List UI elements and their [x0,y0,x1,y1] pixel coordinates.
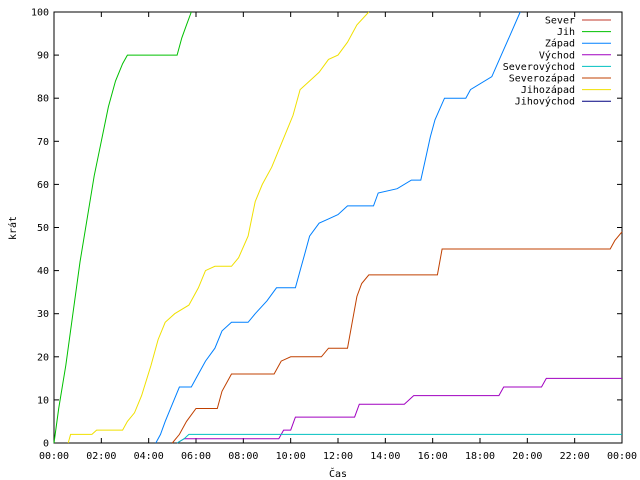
legend-label: Východ [539,49,575,61]
y-tick-label: 60 [37,180,49,191]
x-tick-label: 06:00 [181,451,211,462]
y-tick-label: 20 [37,352,49,363]
x-tick-label: 16:00 [418,451,448,462]
y-tick-label: 80 [37,94,49,105]
series-lines [53,11,623,444]
axis-ticks: 00:00 02:00 04:00 06:00 08:00 10:00 12:00 14:00… [31,8,637,463]
x-tick-label: 10:00 [276,451,306,462]
x-tick-label: 22:00 [560,451,590,462]
x-tick-label: 20:00 [512,451,542,462]
y-tick-label: 100 [31,8,49,19]
legend-label: Severozápad [509,73,575,85]
legend-label: Západ [545,38,575,50]
x-tick-label: 14:00 [370,451,400,462]
x-tick-label: 00:00 [607,451,637,462]
x-tick-label: 02:00 [86,451,116,462]
y-tick-label: 0 [43,439,49,450]
x-tick-label: 04:00 [134,451,164,462]
legend-label: Jihovýchod [515,96,575,108]
y-axis-label: krát [7,216,19,240]
legend-label: Jih [557,27,575,38]
y-tick-label: 30 [37,309,49,320]
series-line [53,11,192,444]
series-line [155,11,521,444]
y-tick-label: 50 [37,223,49,234]
y-tick-label: 70 [37,137,49,148]
y-tick-label: 10 [37,395,49,406]
series-line [67,11,370,444]
y-tick-label: 40 [37,266,49,277]
x-tick-label: 12:00 [323,451,353,462]
x-tick-label: 18:00 [465,451,495,462]
legend-label: Severovýchod [503,61,575,73]
x-tick-label: 00:00 [39,451,69,462]
series-line [176,377,622,444]
x-axis-label: Čas [329,467,347,480]
series-line [171,231,623,444]
legend-label: Sever [545,16,575,27]
y-tick-label: 90 [37,51,49,62]
legend: SeverJihZápadVýchodSeverovýchodSeverozáp… [503,16,611,108]
legend-label: Jihozápad [521,84,575,96]
series-line [176,433,622,444]
x-tick-label: 08:00 [228,451,258,462]
